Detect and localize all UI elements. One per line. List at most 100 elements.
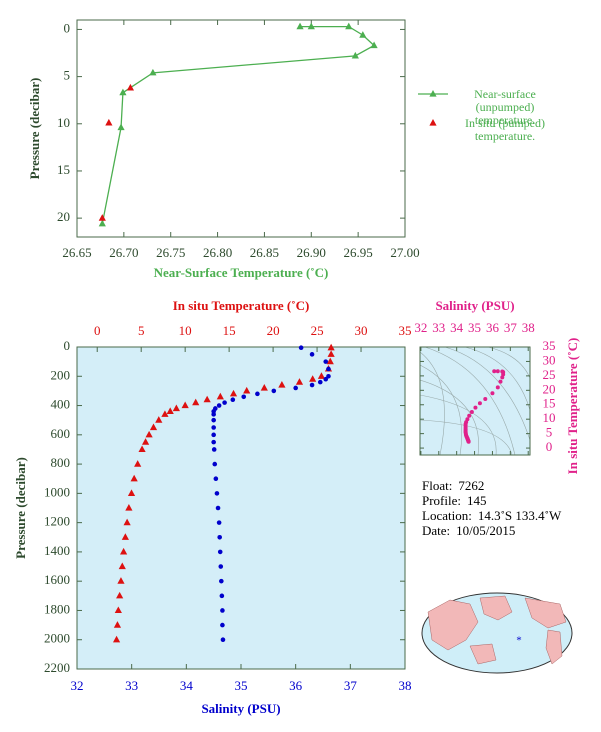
triangle-marker bbox=[327, 350, 335, 357]
x-tick-label: 26.85 bbox=[250, 245, 279, 260]
dot-marker bbox=[220, 608, 225, 613]
triangle-marker bbox=[370, 41, 378, 49]
triangle-marker bbox=[149, 68, 157, 76]
y-tick-label: 0 bbox=[546, 439, 553, 454]
info-label: Date: bbox=[422, 523, 451, 538]
triangle-marker bbox=[278, 381, 286, 388]
y-tick-label: 0 bbox=[64, 338, 71, 353]
x-tick-label: 32 bbox=[414, 320, 427, 335]
y-tick-label: 1800 bbox=[44, 601, 70, 616]
x-tick-label: 36 bbox=[289, 678, 303, 693]
triangle-marker bbox=[112, 635, 121, 643]
dot-marker bbox=[211, 439, 216, 445]
dot-marker bbox=[216, 520, 222, 525]
y-tick-label: 35 bbox=[543, 338, 556, 353]
y-tick-label: 1000 bbox=[44, 484, 70, 499]
dot-marker bbox=[213, 476, 219, 482]
y-tick-label: 15 bbox=[543, 396, 556, 411]
x2-tick-label: 0 bbox=[94, 323, 101, 338]
y-tick-label: 1600 bbox=[44, 572, 70, 587]
dot-marker bbox=[217, 549, 223, 555]
triangle-marker bbox=[126, 83, 135, 91]
info-value: 7262 bbox=[458, 478, 485, 493]
ts-point bbox=[490, 391, 495, 396]
y-tick-label: 10 bbox=[57, 115, 70, 130]
y-tick-label: 1400 bbox=[44, 543, 70, 558]
x-tick-label: 36 bbox=[486, 320, 500, 335]
info-row: Location: 14.3˚S 133.4˚W bbox=[422, 508, 567, 523]
x2-axis-title: In situ Temperature (˚C) bbox=[173, 298, 310, 313]
x-tick-label: 38 bbox=[399, 678, 412, 693]
triangle-marker bbox=[119, 88, 127, 96]
triangle-marker bbox=[138, 445, 146, 453]
dot-marker bbox=[211, 432, 216, 438]
x-tick-label: 34 bbox=[180, 678, 194, 693]
triangle-marker bbox=[216, 392, 224, 400]
dot-marker bbox=[211, 447, 217, 452]
triangle-marker bbox=[326, 357, 334, 365]
y-tick-label: 5 bbox=[64, 68, 71, 83]
ts-point bbox=[495, 385, 500, 390]
triangle-marker bbox=[260, 383, 268, 391]
x-tick-label: 26.70 bbox=[109, 245, 138, 260]
triangle-marker bbox=[121, 533, 129, 540]
y-tick-label: 800 bbox=[51, 455, 71, 470]
ts-point bbox=[500, 375, 505, 380]
triangle-marker bbox=[118, 562, 126, 570]
triangle-marker bbox=[192, 398, 200, 406]
info-label: Location: bbox=[422, 508, 472, 523]
dot-marker bbox=[230, 397, 236, 402]
triangle-marker bbox=[309, 375, 317, 382]
triangle-marker bbox=[307, 22, 315, 30]
x2-tick-label: 15 bbox=[223, 323, 236, 338]
x-tick-label: 26.90 bbox=[297, 245, 326, 260]
legend-marker bbox=[429, 119, 437, 126]
x-tick-label: 35 bbox=[468, 320, 481, 335]
x-tick-label: 33 bbox=[125, 678, 138, 693]
triangle-marker bbox=[141, 438, 150, 445]
float-info: Float: 7262 Profile: 145 Location: 14.3˚S 133… bbox=[422, 478, 567, 538]
dot-marker bbox=[309, 352, 315, 357]
triangle-marker bbox=[98, 219, 106, 227]
x2-tick-label: 5 bbox=[138, 323, 145, 338]
y-tick-label: 600 bbox=[51, 426, 71, 441]
triangle-marker bbox=[149, 423, 158, 431]
x-tick-label: 32 bbox=[71, 678, 84, 693]
x-tick-label: 26.95 bbox=[344, 245, 373, 260]
ts-point bbox=[469, 409, 474, 414]
plot-background bbox=[76, 346, 406, 670]
dot-marker bbox=[241, 394, 247, 400]
y-tick-label: 20 bbox=[57, 209, 70, 224]
world-map: * bbox=[421, 592, 573, 674]
triangle-marker bbox=[117, 123, 125, 131]
dot-marker bbox=[326, 373, 331, 379]
y-tick-label: 2200 bbox=[44, 660, 70, 675]
x-tick-label: 26.80 bbox=[203, 245, 232, 260]
dot-marker bbox=[317, 379, 323, 385]
triangle-marker bbox=[229, 389, 238, 397]
legend-marker bbox=[429, 90, 437, 97]
legend-entry: Near-surface (unpumped) temperature. bbox=[474, 87, 536, 127]
ts-point bbox=[473, 405, 478, 410]
dot-marker bbox=[214, 491, 220, 496]
ts-point bbox=[467, 413, 472, 418]
triangle-marker bbox=[161, 410, 169, 417]
dot-marker bbox=[211, 417, 216, 423]
y-tick-label: 400 bbox=[51, 397, 71, 412]
y-tick-label: 20 bbox=[543, 381, 556, 396]
triangle-marker bbox=[155, 416, 163, 423]
info-value: 14.3˚S 133.4˚W bbox=[477, 508, 562, 523]
dot-marker bbox=[271, 388, 277, 394]
x-tick-label: 33 bbox=[432, 320, 445, 335]
dot-marker bbox=[216, 403, 222, 408]
y-tick-label: 25 bbox=[543, 367, 556, 382]
dot-marker bbox=[293, 385, 298, 391]
x-tick-label: 26.65 bbox=[62, 245, 91, 260]
y-tick-label: 15 bbox=[57, 162, 70, 177]
triangle-marker bbox=[114, 606, 122, 614]
x2-tick-label: 35 bbox=[399, 323, 412, 338]
x2-tick-label: 20 bbox=[267, 323, 280, 338]
ts-point bbox=[466, 439, 471, 444]
ts-point bbox=[495, 369, 500, 374]
